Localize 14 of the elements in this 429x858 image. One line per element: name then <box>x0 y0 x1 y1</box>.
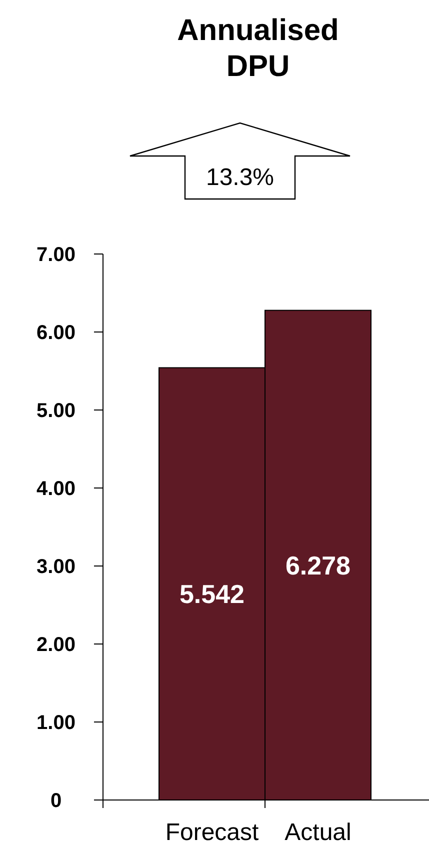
y-tick-label: 7.00 <box>36 244 76 266</box>
data-label: 5.542 <box>179 578 245 609</box>
y-tick-label: 6.00 <box>36 322 76 344</box>
y-tick-label: 5.00 <box>36 400 76 422</box>
y-tick-label: 1.00 <box>36 712 76 734</box>
x-tick-label: Forecast <box>165 819 260 846</box>
x-tick-label: Actual <box>284 819 352 846</box>
chart-title: Annualised DPU <box>177 14 339 83</box>
text: 13.3% <box>206 164 274 191</box>
y-tick-label: 0 <box>50 790 62 812</box>
y-tick-label: 2.00 <box>36 634 76 656</box>
y-tick-label: 3.00 <box>36 556 76 578</box>
data-label: 6.278 <box>285 550 351 580</box>
y-tick-label: 4.00 <box>36 478 76 500</box>
